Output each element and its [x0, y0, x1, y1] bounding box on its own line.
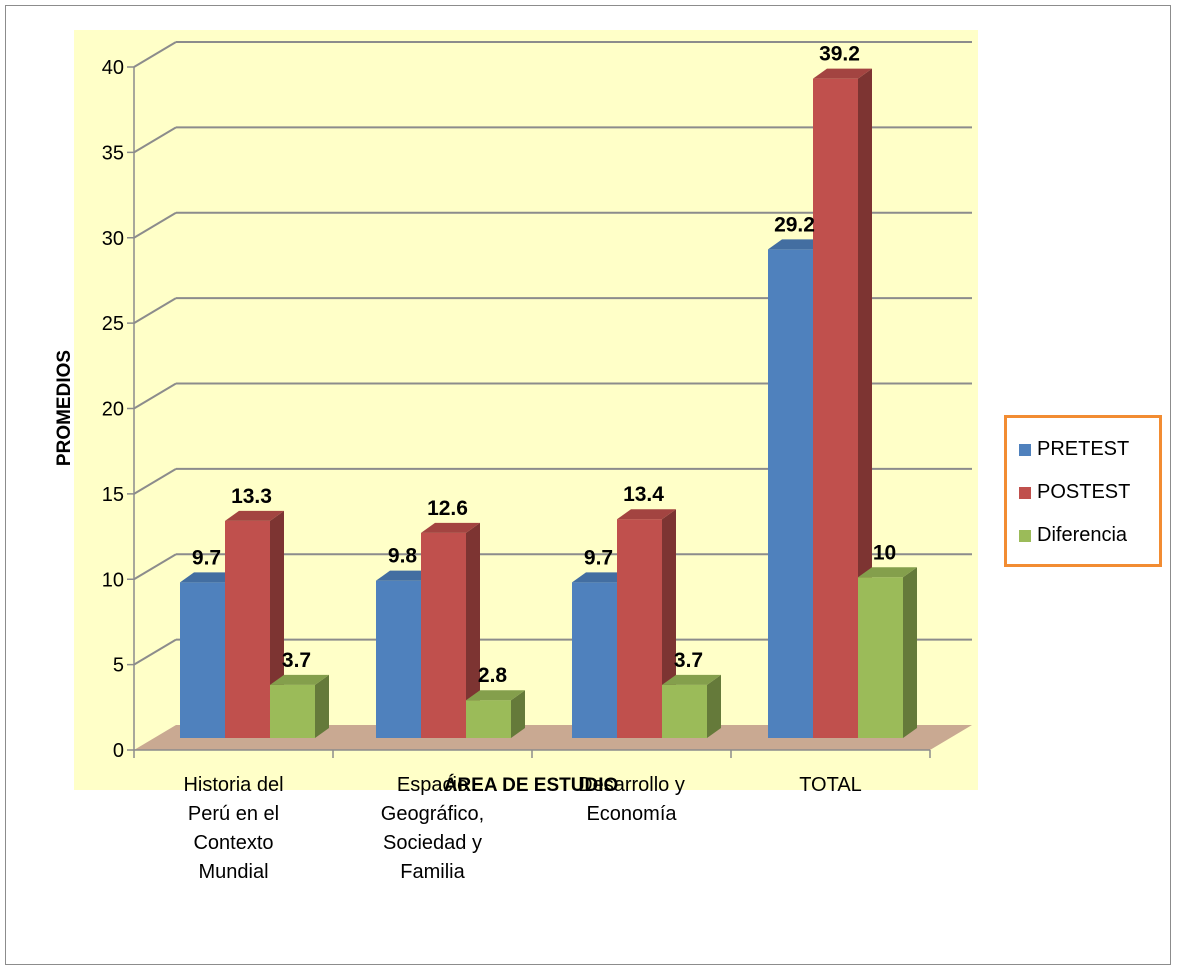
- category-label-line: Desarrollo y: [578, 774, 685, 796]
- data-label: 29.2: [774, 213, 815, 236]
- gridline-side: [133, 553, 177, 581]
- gridline-side: [133, 211, 177, 239]
- legend-label: Diferencia: [1037, 524, 1128, 546]
- legend-swatch: [1019, 443, 1031, 456]
- y-tick-label: 5: [113, 655, 124, 677]
- data-label: 12.6: [427, 497, 468, 520]
- x-axis-title: ÁREA DE ESTUDIO: [444, 774, 619, 796]
- gridline-side: [133, 126, 177, 154]
- bar-top: [662, 674, 721, 685]
- legend-label: POSTEST: [1037, 481, 1131, 503]
- category-label-line: Sociedad y: [383, 832, 482, 854]
- bar-front: [225, 520, 270, 738]
- data-label: 39.2: [819, 43, 860, 66]
- bar-top: [813, 68, 872, 79]
- bar-top: [572, 572, 631, 583]
- y-tick-label: 20: [102, 399, 124, 421]
- legend-item: Diferencia: [1019, 514, 1159, 557]
- data-label: 9.7: [584, 546, 613, 569]
- bar-front: [572, 582, 617, 738]
- category-label-line: Geográfico,: [381, 803, 484, 825]
- bar-front: [858, 577, 903, 738]
- gridline-side: [133, 297, 177, 324]
- y-tick-label: 10: [102, 569, 124, 591]
- category-label: Espacio Geográfico, Sociedad y Familia: [381, 774, 484, 883]
- bar-postest: [421, 522, 480, 738]
- category-label-line: Contexto: [193, 832, 273, 854]
- bar-postest: [225, 510, 284, 738]
- bar-side: [511, 690, 525, 738]
- y-tick-label: 25: [102, 313, 124, 335]
- data-label: 13.3: [231, 485, 272, 508]
- legend: PRETEST POSTEST Diferencia: [1004, 415, 1162, 567]
- data-label: 9.7: [192, 546, 221, 569]
- legend-item: POSTEST: [1019, 471, 1159, 514]
- bar-top: [858, 567, 917, 578]
- bar-side: [315, 674, 329, 738]
- y-tick-label: 0: [113, 740, 124, 762]
- bar-front: [466, 700, 511, 738]
- bar-side: [903, 567, 917, 738]
- bar-top: [617, 509, 676, 520]
- bar-front: [768, 249, 813, 738]
- category-label-line: Familia: [400, 861, 465, 883]
- bar-front: [662, 684, 707, 738]
- legend-swatch: [1019, 486, 1031, 499]
- data-label: 2.8: [478, 664, 508, 687]
- category-label-line: TOTAL: [799, 774, 862, 796]
- data-label: 3.7: [674, 649, 703, 672]
- bar-side: [466, 522, 480, 738]
- bar-diferencia: [662, 674, 721, 738]
- category-label: TOTAL: [799, 774, 862, 796]
- category-label-line: Economía: [586, 803, 677, 825]
- floor: [134, 725, 972, 750]
- bar-diferencia: [858, 567, 917, 738]
- axes: 0 5 10 15 20 25 30 35 40 Historia del Perú en el Co…: [102, 57, 931, 883]
- data-labels: 9.7 13.3 3.7 9.8 12.6 2.8 9.7 13.4 3.7 29.2 39.2 10: [192, 43, 896, 688]
- bars: [180, 68, 917, 738]
- category-label-line: Historia del: [183, 774, 283, 796]
- data-label: 3.7: [282, 649, 311, 672]
- bar-diferencia: [270, 674, 329, 738]
- bar-top: [466, 690, 525, 701]
- y-axis-title: PROMEDIOS: [54, 350, 75, 466]
- bar-front: [617, 519, 662, 738]
- bar-postest: [617, 509, 676, 738]
- bar-top: [421, 522, 480, 533]
- bar-pretest: [180, 572, 239, 738]
- bar-postest: [813, 68, 872, 738]
- bar-front: [270, 684, 315, 738]
- legend-item: PRETEST: [1019, 428, 1159, 471]
- category-label-line: Espacio: [397, 774, 468, 796]
- data-label: 9.8: [388, 545, 418, 568]
- bar-front: [421, 532, 466, 738]
- bar-top: [270, 674, 329, 685]
- data-label: 10: [873, 541, 896, 564]
- category-label: Historia del Perú en el Contexto Mundial: [183, 774, 283, 883]
- y-tick-label: 35: [102, 142, 124, 164]
- bar-top: [768, 239, 827, 250]
- data-label: 13.4: [623, 483, 664, 506]
- y-tick-label: 40: [102, 57, 124, 79]
- gridline-side: [133, 382, 177, 410]
- bar-front: [813, 78, 858, 738]
- category-label: Desarrollo y Economía: [578, 774, 685, 825]
- bar-front: [376, 580, 421, 738]
- category-label-line: Perú en el: [188, 803, 279, 825]
- bar-top: [180, 572, 239, 583]
- bar-top: [376, 570, 435, 581]
- legend-label: PRETEST: [1037, 438, 1130, 460]
- y-tick-label: 30: [102, 228, 124, 250]
- bar-top: [225, 510, 284, 521]
- category-label-line: Mundial: [198, 861, 268, 883]
- bar-front: [180, 582, 225, 738]
- legend-swatch: [1019, 529, 1031, 542]
- gridline-side: [133, 468, 177, 495]
- bar-side: [707, 674, 721, 738]
- y-tick-label: 15: [102, 484, 124, 506]
- gridline-side: [133, 638, 177, 666]
- bar-diferencia: [466, 690, 525, 738]
- gridline-side: [133, 41, 177, 68]
